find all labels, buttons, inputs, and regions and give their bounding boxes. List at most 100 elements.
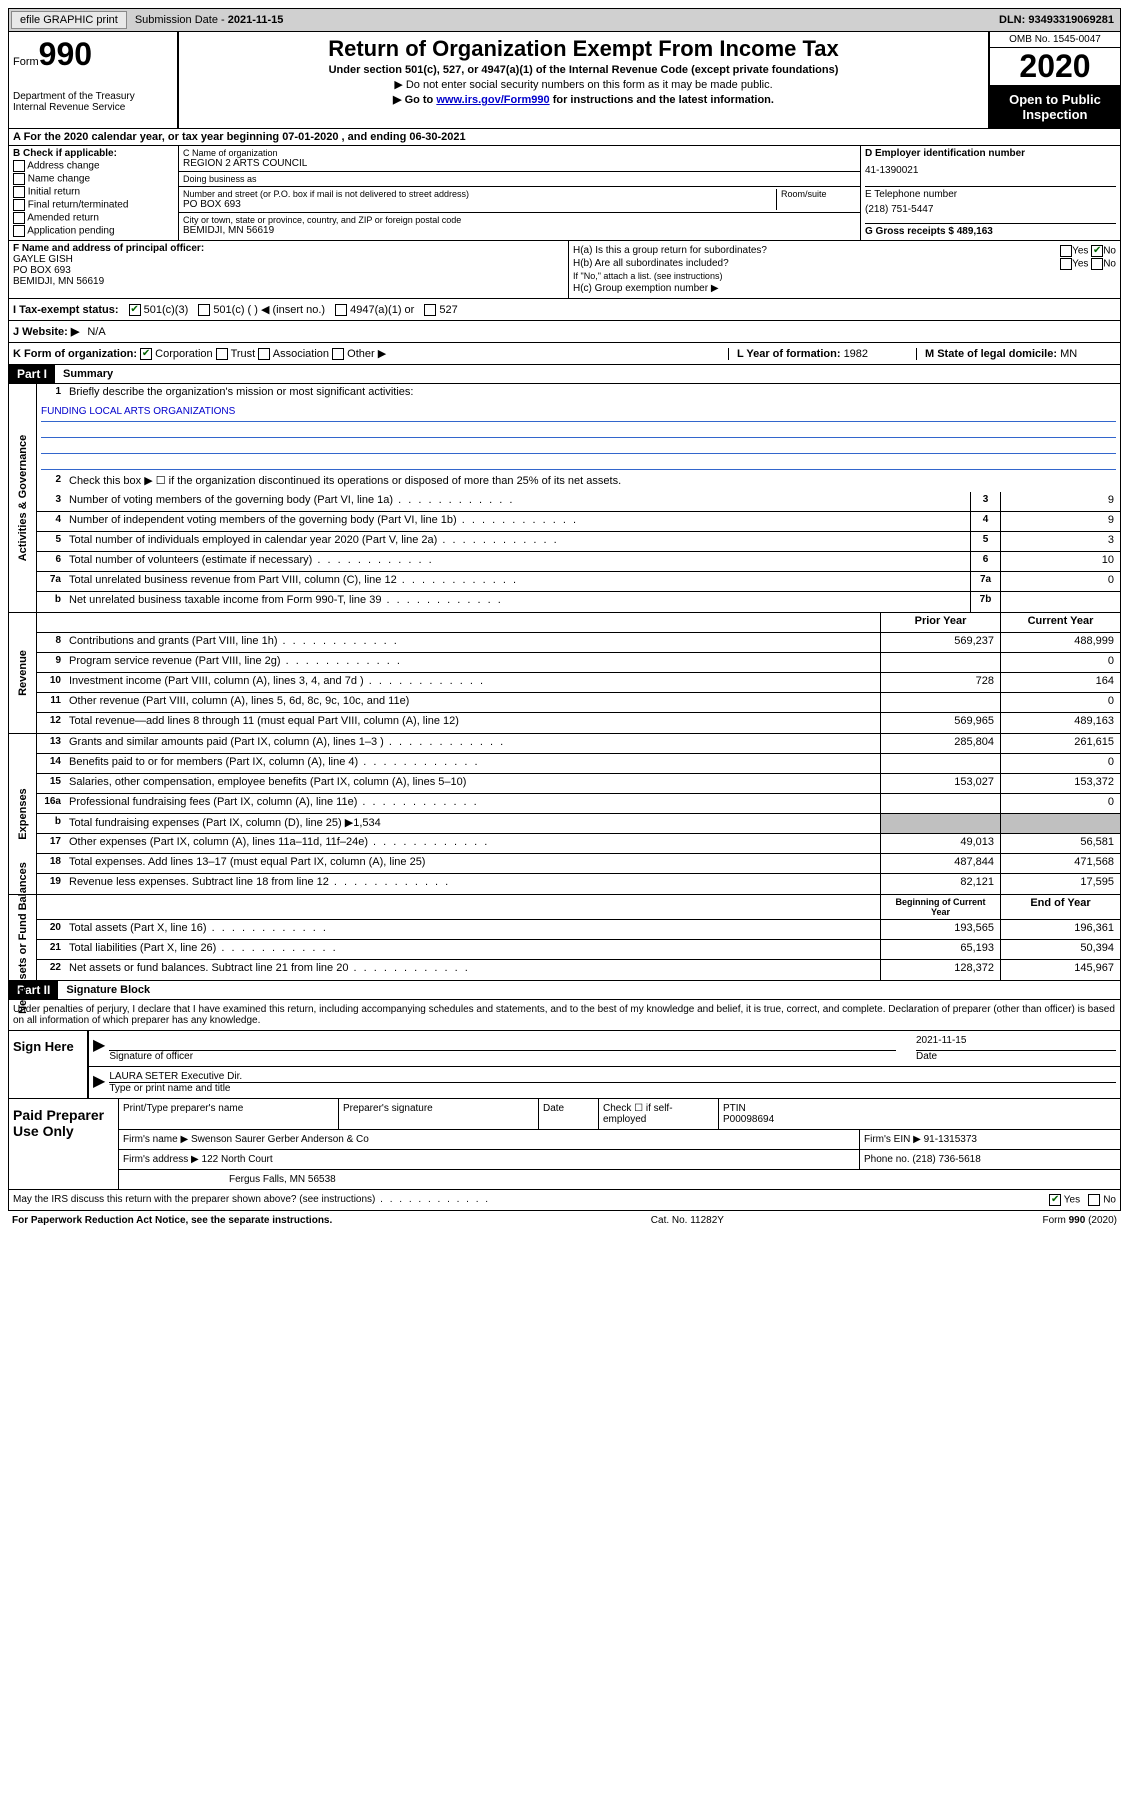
website-value: N/A bbox=[87, 326, 105, 338]
check-501c3[interactable]: 501(c)(3) bbox=[129, 304, 189, 316]
prior-year-hdr: Prior Year bbox=[880, 613, 1000, 632]
firm-ein: 91-1315373 bbox=[924, 1134, 977, 1145]
form-note-link: ▶ Go to www.irs.gov/Form990 for instruct… bbox=[187, 93, 980, 106]
irs-link[interactable]: www.irs.gov/Form990 bbox=[436, 94, 549, 106]
check-initial-return[interactable]: Initial return bbox=[13, 186, 174, 198]
sign-here-label: Sign Here bbox=[9, 1031, 89, 1098]
line7b-val bbox=[1000, 592, 1120, 612]
discuss-yes-check[interactable] bbox=[1049, 1194, 1061, 1206]
line22-curr: 145,967 bbox=[1000, 960, 1120, 980]
self-employed-check[interactable]: Check ☐ if self-employed bbox=[599, 1099, 719, 1129]
form-subtitle: Under section 501(c), 527, or 4947(a)(1)… bbox=[187, 64, 980, 76]
check-association[interactable]: Association bbox=[258, 348, 329, 360]
line20-curr: 196,361 bbox=[1000, 920, 1120, 939]
check-final-return[interactable]: Final return/terminated bbox=[13, 199, 174, 211]
line15-curr: 153,372 bbox=[1000, 774, 1120, 793]
box-f-officer: F Name and address of principal officer:… bbox=[9, 241, 569, 298]
dln-label: DLN: 93493319069281 bbox=[993, 14, 1120, 26]
year-formation: 1982 bbox=[844, 348, 868, 360]
box-h-group: H(a) Is this a group return for subordin… bbox=[569, 241, 1120, 298]
officer-signed-name: LAURA SETER Executive Dir. bbox=[109, 1071, 1116, 1083]
check-527[interactable]: 527 bbox=[424, 304, 457, 316]
line16b-curr bbox=[1000, 814, 1120, 833]
check-other[interactable]: Other ▶ bbox=[332, 348, 386, 360]
box-b-applicable: B Check if applicable: Address change Na… bbox=[9, 146, 179, 240]
catalog-number: Cat. No. 11282Y bbox=[651, 1215, 724, 1226]
omb-number: OMB No. 1545-0047 bbox=[990, 32, 1120, 48]
form-header: Form990 Department of the Treasury Inter… bbox=[8, 32, 1121, 129]
state-domicile: MN bbox=[1060, 348, 1077, 360]
org-address: PO BOX 693 bbox=[183, 199, 776, 210]
check-trust[interactable]: Trust bbox=[216, 348, 256, 360]
firm-addr1: 122 North Court bbox=[202, 1154, 273, 1165]
current-year-hdr: Current Year bbox=[1000, 613, 1120, 632]
line22-prior: 128,372 bbox=[880, 960, 1000, 980]
check-corporation[interactable]: Corporation bbox=[140, 348, 213, 360]
line4-val: 9 bbox=[1000, 512, 1120, 531]
check-application-pending[interactable]: Application pending bbox=[13, 225, 174, 237]
line9-prior bbox=[880, 653, 1000, 672]
check-address-change[interactable]: Address change bbox=[13, 160, 174, 172]
expenses-section: Expenses 13Grants and similar amounts pa… bbox=[8, 734, 1121, 895]
line5-val: 3 bbox=[1000, 532, 1120, 551]
tax-year: 2020 bbox=[990, 48, 1120, 86]
department-label: Department of the Treasury Internal Reve… bbox=[13, 91, 173, 113]
officer-addr2: BEMIDJI, MN 56619 bbox=[13, 276, 104, 287]
preparer-section: Paid Preparer Use Only Print/Type prepar… bbox=[9, 1098, 1120, 1189]
tax-exempt-row: I Tax-exempt status: 501(c)(3) 501(c) ( … bbox=[8, 299, 1121, 321]
top-bar: efile GRAPHIC print Submission Date - 20… bbox=[8, 8, 1121, 32]
line11-curr: 0 bbox=[1000, 693, 1120, 712]
phone-value: (218) 751-5447 bbox=[865, 200, 1116, 219]
check-amended-return[interactable]: Amended return bbox=[13, 212, 174, 224]
part1-header: Part ISummary bbox=[8, 365, 1121, 384]
firm-name: Swenson Saurer Gerber Anderson & Co bbox=[191, 1134, 369, 1145]
line17-prior: 49,013 bbox=[880, 834, 1000, 853]
form-title-box: Return of Organization Exempt From Incom… bbox=[179, 32, 990, 128]
line9-curr: 0 bbox=[1000, 653, 1120, 672]
sign-date: 2021-11-15 bbox=[916, 1035, 1116, 1051]
form-title: Return of Organization Exempt From Incom… bbox=[187, 36, 980, 62]
revenue-tab: Revenue bbox=[9, 613, 37, 733]
submission-date-label: Submission Date - 2021-11-15 bbox=[129, 14, 290, 26]
mission-question: Briefly describe the organization's miss… bbox=[65, 384, 1120, 404]
line8-curr: 488,999 bbox=[1000, 633, 1120, 652]
check-group-no[interactable] bbox=[1091, 245, 1103, 257]
form-note-ssn: ▶ Do not enter social security numbers o… bbox=[187, 78, 980, 91]
check-4947[interactable]: 4947(a)(1) or bbox=[335, 304, 414, 316]
org-info-row: B Check if applicable: Address change Na… bbox=[8, 146, 1121, 241]
line17-curr: 56,581 bbox=[1000, 834, 1120, 853]
end-year-hdr: End of Year bbox=[1000, 895, 1120, 919]
signature-block: Under penalties of perjury, I declare th… bbox=[8, 1000, 1121, 1190]
discuss-no-check[interactable] bbox=[1088, 1194, 1100, 1206]
box-c-org: C Name of organizationREGION 2 ARTS COUN… bbox=[179, 146, 860, 240]
line19-prior: 82,121 bbox=[880, 874, 1000, 894]
line6-val: 10 bbox=[1000, 552, 1120, 571]
netassets-section: Net Assets or Fund Balances Beginning of… bbox=[8, 895, 1121, 981]
governance-section: Activities & Governance 1 Briefly descri… bbox=[8, 384, 1121, 613]
check-name-change[interactable]: Name change bbox=[13, 173, 174, 185]
begin-year-hdr: Beginning of Current Year bbox=[880, 895, 1000, 919]
line21-curr: 50,394 bbox=[1000, 940, 1120, 959]
paid-preparer-label: Paid Preparer Use Only bbox=[9, 1099, 119, 1189]
line12-curr: 489,163 bbox=[1000, 713, 1120, 733]
line3-val: 9 bbox=[1000, 492, 1120, 511]
line19-curr: 17,595 bbox=[1000, 874, 1120, 894]
check-501c[interactable]: 501(c) ( ) ◀ (insert no.) bbox=[198, 303, 325, 316]
line20-prior: 193,565 bbox=[880, 920, 1000, 939]
line10-curr: 164 bbox=[1000, 673, 1120, 692]
firm-addr2: Fergus Falls, MN 56538 bbox=[119, 1170, 1120, 1189]
perjury-statement: Under penalties of perjury, I declare th… bbox=[9, 1000, 1120, 1031]
line21-prior: 65,193 bbox=[880, 940, 1000, 959]
line18-curr: 471,568 bbox=[1000, 854, 1120, 873]
line14-prior bbox=[880, 754, 1000, 773]
efile-print-button[interactable]: efile GRAPHIC print bbox=[11, 11, 127, 29]
officer-addr1: PO BOX 693 bbox=[13, 265, 71, 276]
line12-prior: 569,965 bbox=[880, 713, 1000, 733]
part2-header: Part IISignature Block bbox=[8, 981, 1121, 1000]
line8-prior: 569,237 bbox=[880, 633, 1000, 652]
mission-text: FUNDING LOCAL ARTS ORGANIZATIONS bbox=[37, 404, 1120, 472]
website-row: J Website: ▶ N/A bbox=[8, 321, 1121, 343]
discuss-row: May the IRS discuss this return with the… bbox=[8, 1190, 1121, 1211]
line13-curr: 261,615 bbox=[1000, 734, 1120, 753]
line15-prior: 153,027 bbox=[880, 774, 1000, 793]
